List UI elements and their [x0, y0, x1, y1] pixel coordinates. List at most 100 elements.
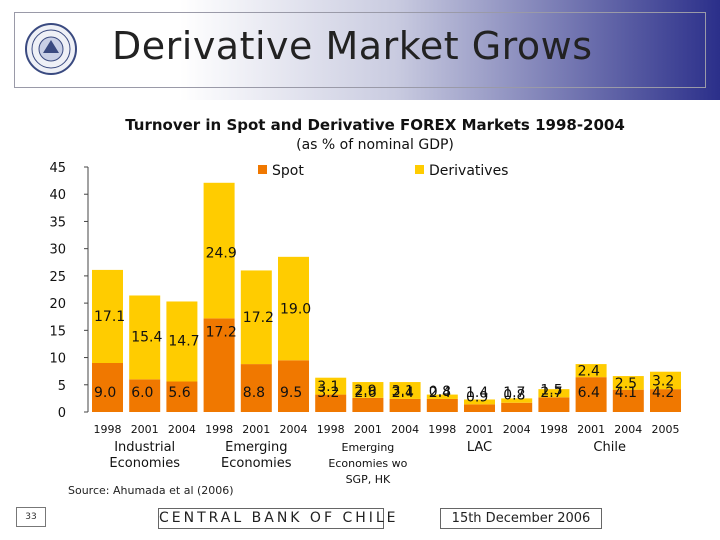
data-label-derivatives: 15.4 — [131, 330, 162, 346]
bar-derivatives — [315, 377, 347, 395]
data-label-derivatives: 0.9 — [466, 389, 488, 405]
y-tick-label: 0 — [58, 406, 66, 421]
slide-title: Derivative Market Grows — [112, 24, 593, 68]
bar-derivatives — [426, 394, 458, 399]
data-label-derivatives: 14.7 — [168, 333, 199, 349]
bar-derivatives — [92, 269, 123, 363]
x-tick-label: 1998 — [205, 423, 233, 436]
bar-spot — [240, 364, 272, 412]
bar-spot — [612, 389, 644, 412]
footer-date: 15th December 2006 — [440, 508, 602, 529]
legend-swatch-spot — [258, 165, 267, 174]
bar-derivatives — [538, 389, 570, 398]
data-label-spot: 4.2 — [652, 385, 674, 401]
x-tick-label: 1998 — [428, 423, 456, 436]
data-label-derivatives: 0.8 — [429, 384, 451, 400]
bar-spot — [650, 389, 681, 412]
group-label: Chile — [593, 440, 626, 455]
bar-spot — [129, 379, 161, 412]
stacked-bar-chart: 0 5 10 15 20 25 30 35 40 45 9.0 17.1 1998 6.0 15.4 2001… — [49, 161, 681, 486]
page-number: 33 — [16, 507, 46, 527]
bar-derivatives — [240, 270, 272, 365]
data-label-spot: 17.2 — [206, 324, 237, 340]
y-tick-label: 15 — [49, 324, 66, 339]
bar-spot — [575, 377, 607, 412]
x-tick-label: 2001 — [242, 423, 270, 436]
bar-spot — [501, 402, 533, 412]
footer-bank-name: CENTRAL BANK OF CHILE — [158, 508, 396, 529]
bar-derivatives — [352, 382, 384, 398]
group-label: Industrial — [114, 440, 175, 455]
data-label-spot: 9.0 — [94, 385, 116, 401]
data-label-spot: 1.7 — [503, 385, 525, 401]
bar-spot — [203, 318, 235, 412]
y-tick-label: 25 — [49, 270, 66, 285]
chart-title: Turnover in Spot and Derivative FOREX Ma… — [125, 116, 625, 134]
data-label-spot: 3.2 — [317, 385, 339, 401]
data-label-derivatives: 17.2 — [243, 310, 274, 326]
source-note: Source: Ahumada et al (2006) — [68, 484, 234, 497]
data-label-derivatives: 2.5 — [615, 376, 637, 392]
x-tick-label: 2001 — [354, 423, 382, 436]
y-tick-label: 10 — [49, 352, 66, 367]
y-tick-label: 40 — [49, 188, 66, 203]
data-label-spot: 6.0 — [131, 385, 153, 401]
data-label-derivatives: 0.8 — [503, 388, 525, 404]
group-label: Economies — [221, 456, 292, 471]
chart-subtitle: (as % of nominal GDP) — [296, 137, 454, 153]
bar-derivatives — [464, 399, 495, 405]
bar-derivatives — [203, 182, 235, 319]
data-label-spot: 2.7 — [540, 385, 562, 401]
y-tick-label: 35 — [49, 215, 66, 230]
bar-derivatives — [166, 301, 198, 382]
x-tick-label: 1998 — [94, 423, 122, 436]
bar-derivatives — [650, 371, 681, 390]
bar-spot — [278, 360, 309, 412]
legend-swatch-derivatives — [415, 165, 424, 174]
data-label-spot: 8.8 — [243, 385, 265, 401]
bar-derivatives — [612, 376, 644, 390]
x-tick-label: 2004 — [168, 423, 196, 436]
bar-derivatives — [575, 364, 607, 378]
data-label-spot: 9.5 — [280, 385, 302, 401]
central-bank-seal-icon — [25, 23, 77, 75]
data-label-derivatives: 2.9 — [354, 383, 376, 399]
group-label: Emerging — [342, 441, 395, 454]
bar-spot — [166, 381, 198, 412]
data-label-derivatives: 24.9 — [206, 245, 237, 261]
data-label-derivatives: 3.1 — [392, 383, 414, 399]
bar-spot — [352, 397, 384, 412]
y-tick-label: 45 — [49, 161, 66, 176]
group-label: Economies — [109, 456, 180, 471]
bar-spot — [426, 398, 458, 412]
data-label-derivatives: 3.2 — [652, 373, 674, 389]
y-tick-label: 5 — [58, 379, 66, 394]
data-label-spot: 2.4 — [392, 385, 414, 401]
data-label-derivatives: 3.1 — [317, 379, 339, 395]
x-tick-label: 2005 — [652, 423, 680, 436]
bar-spot — [538, 397, 570, 412]
x-tick-label: 1998 — [540, 423, 568, 436]
bar-derivatives — [129, 295, 161, 380]
x-tick-label: 2004 — [503, 423, 531, 436]
y-tick-label: 20 — [49, 297, 66, 312]
bar-spot — [315, 394, 347, 412]
x-tick-label: 2004 — [280, 423, 308, 436]
data-label-spot: 2.4 — [429, 385, 451, 401]
x-tick-label: 2004 — [391, 423, 419, 436]
data-label-spot: 1.4 — [466, 385, 488, 401]
x-tick-label: 1998 — [317, 423, 345, 436]
x-tick-label: 2004 — [614, 423, 642, 436]
data-label-derivatives: 17.1 — [94, 309, 125, 325]
data-label-derivatives: 2.4 — [578, 364, 600, 380]
group-label: Economies wo — [328, 457, 407, 470]
slide-header-band — [0, 0, 720, 100]
bar-derivatives — [389, 382, 421, 399]
bar-derivatives — [501, 398, 533, 403]
x-tick-label: 2001 — [131, 423, 159, 436]
bar-derivatives — [278, 256, 309, 361]
bar-spot — [464, 404, 495, 412]
x-tick-label: 2001 — [466, 423, 494, 436]
group-label: LAC — [467, 440, 492, 455]
data-label-derivatives: 1.5 — [540, 382, 562, 398]
